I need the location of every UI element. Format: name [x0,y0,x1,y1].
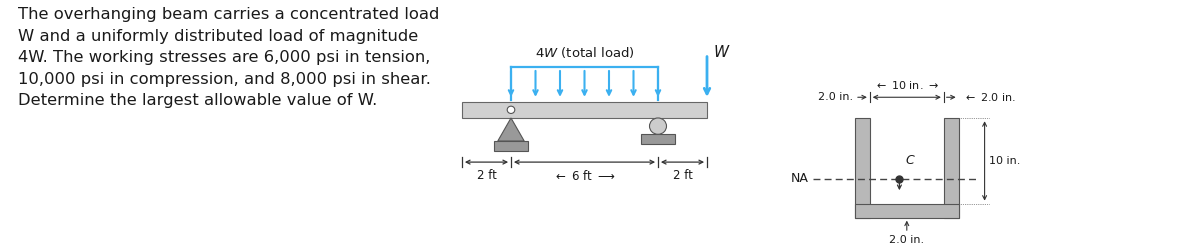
Circle shape [508,106,515,113]
FancyBboxPatch shape [641,134,674,144]
Polygon shape [498,118,524,141]
Text: $W$: $W$ [713,44,731,60]
Text: The overhanging beam carries a concentrated load
W and a uniformly distributed l: The overhanging beam carries a concentra… [18,7,439,109]
Text: $\leftarrow$ 2.0 in.: $\leftarrow$ 2.0 in. [962,91,1015,103]
Text: 2 ft: 2 ft [672,169,692,182]
Text: 2.0 in.: 2.0 in. [818,92,853,102]
Text: NA: NA [791,172,809,185]
Text: 10 in.: 10 in. [989,156,1020,166]
Text: 2 ft: 2 ft [476,169,497,182]
Text: $C$: $C$ [906,154,916,167]
FancyBboxPatch shape [462,102,707,118]
Text: $4W$ (total load): $4W$ (total load) [535,45,635,61]
Text: $\leftarrow$ 10 in. $\rightarrow$: $\leftarrow$ 10 in. $\rightarrow$ [875,79,940,91]
FancyBboxPatch shape [494,141,528,151]
FancyBboxPatch shape [944,118,959,218]
FancyBboxPatch shape [856,118,870,218]
Text: 2.0 in.: 2.0 in. [889,235,924,245]
Circle shape [649,118,666,134]
Text: $\leftarrow$ 6 ft $\longrightarrow$: $\leftarrow$ 6 ft $\longrightarrow$ [553,169,616,183]
FancyBboxPatch shape [856,204,959,218]
